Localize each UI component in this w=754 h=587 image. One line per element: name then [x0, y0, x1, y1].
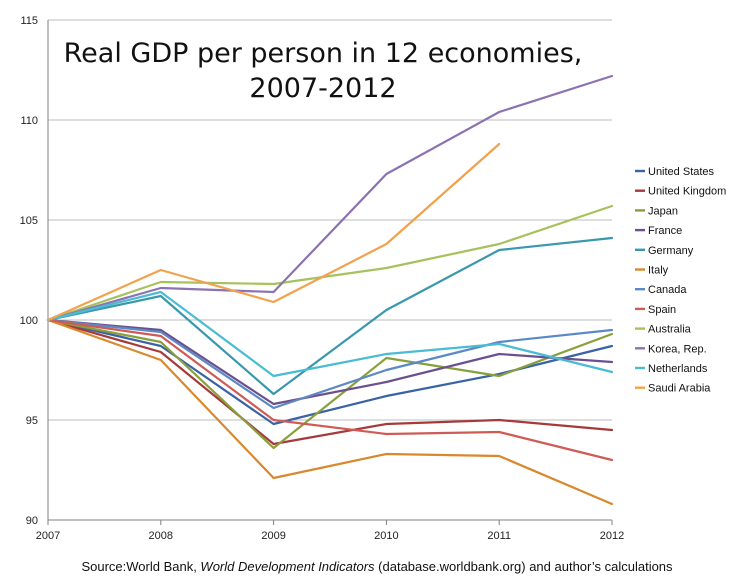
chart-title-line-1: Real GDP per person in 12 economies,	[64, 38, 583, 69]
legend-label: United States	[648, 166, 715, 178]
series-line-japan	[46, 318, 614, 450]
x-tick-label: 2009	[261, 530, 285, 542]
legend-item-japan: Japan	[635, 205, 678, 217]
y-tick-label: 90	[26, 515, 38, 527]
legend-item-canada: Canada	[635, 284, 687, 296]
legend-item-united-states: United States	[635, 166, 715, 178]
legend: United States United Kingdom Japan France Ge…	[635, 166, 726, 395]
legend-label: Germany	[648, 245, 694, 257]
legend-item-italy: Italy	[635, 265, 669, 277]
legend-label: Japan	[648, 205, 678, 217]
series-line-germany	[46, 236, 614, 396]
series-line-italy	[46, 318, 614, 506]
series-line-netherlands	[46, 290, 614, 378]
legend-label: Netherlands	[648, 363, 708, 375]
source-suffix: (database.worldbank.org) and author’s ca…	[374, 559, 673, 574]
gridlines	[48, 19, 612, 421]
legend-item-spain: Spain	[635, 304, 676, 316]
legend-item-australia: Australia	[635, 324, 692, 336]
x-tick-label: 2012	[600, 530, 624, 542]
legend-item-netherlands: Netherlands	[635, 363, 708, 375]
legend-label: Australia	[648, 324, 692, 336]
legend-label: United Kingdom	[648, 186, 726, 198]
legend-label: Spain	[648, 304, 676, 316]
legend-item-united-kingdom: United Kingdom	[635, 186, 726, 198]
x-tick-label: 2008	[149, 530, 173, 542]
x-tick-label: 2011	[487, 530, 511, 542]
series-lines	[46, 74, 614, 506]
source-italic: World Development Indicators	[200, 559, 375, 574]
x-axis-ticks: 2007 2008 2009 2010 2011 2012	[36, 520, 624, 542]
axes	[47, 20, 612, 521]
series-line-france	[46, 318, 614, 406]
source-note: Source:World Bank, World Development Ind…	[0, 559, 754, 574]
y-tick-label: 110	[20, 115, 38, 127]
series-line-australia	[46, 204, 614, 322]
legend-label: Korea, Rep.	[648, 343, 707, 355]
legend-label: Italy	[648, 265, 669, 277]
x-tick-label: 2010	[374, 530, 398, 542]
line-chart: 90 95 100 105 110 115 2007 2008 2009 2010 2011 201…	[20, 15, 727, 542]
series-line-saudi-arabia	[46, 142, 501, 322]
y-tick-label: 115	[20, 15, 38, 27]
legend-label: Canada	[648, 284, 687, 296]
source-prefix: Source:World Bank,	[81, 559, 201, 574]
legend-label: France	[648, 225, 682, 237]
legend-item-germany: Germany	[635, 245, 694, 257]
y-tick-label: 95	[26, 415, 38, 427]
legend-item-france: France	[635, 225, 682, 237]
chart-title-line-2: 2007-2012	[249, 73, 396, 104]
series-line-canada	[46, 318, 614, 410]
x-tick-label: 2007	[36, 530, 60, 542]
series-line-spain	[46, 318, 614, 462]
series-line-korea-rep	[46, 74, 614, 322]
series-line-united-kingdom	[46, 318, 614, 446]
legend-item-korea-rep: Korea, Rep.	[635, 343, 707, 355]
y-tick-label: 100	[20, 315, 38, 327]
y-tick-label: 105	[20, 215, 38, 227]
legend-item-saudi-arabia: Saudi Arabia	[635, 383, 711, 395]
legend-label: Saudi Arabia	[648, 383, 711, 395]
y-axis-ticks: 90 95 100 105 110 115	[20, 15, 38, 527]
